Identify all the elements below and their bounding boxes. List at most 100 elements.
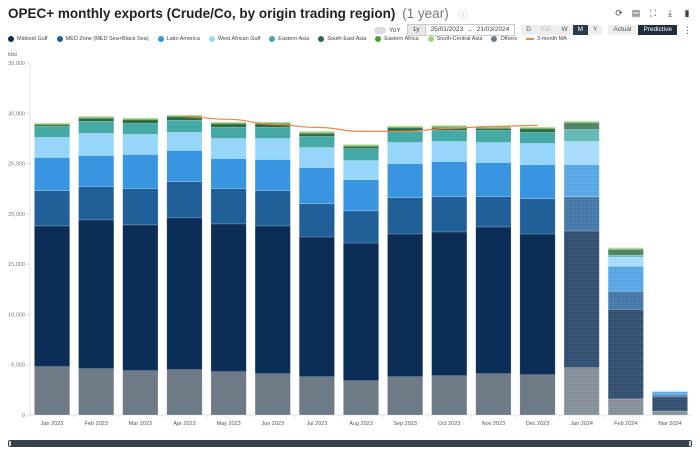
x-tick-label: Feb 2024 [614, 421, 637, 427]
legend-dot-marker [427, 36, 434, 42]
bar-segment-eastern-asia [210, 127, 247, 139]
granularity-m[interactable]: M [572, 25, 589, 35]
scrollbar-left-handle[interactable] [9, 441, 11, 446]
legend-item-south-east-asia[interactable]: South-East Asia [318, 36, 366, 42]
bar-segment-eastern-asia [431, 130, 468, 142]
comment-icon[interactable]: ▤ [631, 7, 641, 18]
bar-segment-south-central-asia [343, 144, 379, 146]
legend-item-eastern-asia[interactable]: Eastern Asia [269, 36, 309, 42]
bar-segment-west-african-gulf [475, 142, 512, 163]
predictive-hatch [608, 309, 644, 399]
bar-segment-others [387, 376, 424, 416]
bar-segment-med-zone-med-sea-black-sea [34, 190, 70, 227]
legend-label: South-Central Asia [436, 36, 483, 42]
bar-segment-med-zone-med-sea-black-sea [166, 181, 203, 219]
granularity-d[interactable]: D [526, 26, 531, 33]
info-icon[interactable]: ⓘ [458, 9, 468, 20]
predictive-hatch [564, 120, 600, 122]
mode-actual[interactable]: Actual [608, 25, 637, 35]
bar-segment-others [298, 376, 335, 416]
bar-segment-med-zone-med-sea-black-sea [475, 196, 512, 228]
period-selector[interactable]: 1y [407, 25, 426, 35]
x-tick-label: Jul 2023 [306, 421, 327, 427]
legend-item-eastern-africa[interactable]: Eastern Africa [375, 36, 419, 42]
date-to-input[interactable]: 21/03/2024 [476, 26, 510, 33]
predictive-hatch [564, 141, 600, 165]
bar-segment-south-central-asia [166, 114, 203, 117]
toggle-switch[interactable] [373, 26, 386, 34]
y-tick-label: 35,000 [8, 61, 25, 67]
y-axis-unit: kbd [8, 52, 17, 58]
x-tick-label: Apr 2023 [173, 421, 195, 427]
predictive-hatch [564, 122, 600, 130]
bar-segment-eastern-asia [343, 148, 379, 161]
refresh-icon[interactable]: ⟳ [615, 7, 623, 18]
bar-segment-med-zone-med-sea-black-sea [298, 203, 335, 238]
granularity-y[interactable]: Y [593, 26, 598, 33]
bar-segment-others [343, 380, 379, 416]
bar-segment-eastern-asia [475, 130, 512, 143]
legend-item-others[interactable]: Others [491, 36, 517, 42]
legend-dot-marker [157, 36, 164, 42]
yoy-toggle[interactable]: YoY [373, 26, 401, 34]
x-tick-label: May 2023 [217, 421, 241, 427]
bar-segment-south-central-asia [78, 116, 115, 118]
legend-label: Others [500, 36, 517, 42]
bar-segment-latin-america [122, 154, 159, 189]
legend-item-south-central-asia[interactable]: South-Central Asia [427, 36, 483, 42]
scrollbar-right-handle[interactable] [689, 441, 691, 446]
date-range[interactable]: 1y 25/01/2023 – 21/03/2024 [406, 24, 516, 36]
granularity-w[interactable]: W [561, 26, 568, 33]
bar-segment-others [431, 375, 468, 416]
x-tick-label: Jan 2024 [570, 421, 593, 427]
bar-segment-others [519, 374, 556, 416]
bar-segment-med-zone-med-sea-black-sea [210, 188, 247, 225]
title-period: (1 year) [402, 6, 449, 21]
fullscreen-icon[interactable]: ⛶ [649, 7, 657, 18]
legend-item-med-zone-med-sea-black-sea[interactable]: MED Zone (MED Sea+Black Sea) [56, 36, 149, 42]
legend-dot-marker [56, 36, 63, 42]
chart-plot: kbd 0 5,000 10,000 15,000 20,000 25,000 30,000 3… [8, 52, 692, 427]
granularity-eia[interactable]: EIA [540, 26, 552, 33]
mode-predictive[interactable]: Predictive [638, 25, 677, 35]
y-tick-label: 15,000 [8, 262, 25, 268]
bar-segment-midexst-gulf [519, 233, 556, 376]
y-tick-label: 30,000 [8, 111, 25, 117]
predictive-hatch [608, 249, 644, 256]
y-tick-label: 0 [22, 413, 25, 419]
predictive-hatch [608, 248, 644, 250]
legend-item-west-african-gulf[interactable]: West African Gulf [208, 36, 260, 42]
legend-item-3-month-ma[interactable]: 3-month MA [525, 36, 567, 42]
range-scrollbar[interactable] [8, 440, 692, 447]
chart-title: OPEC+ monthly exports (Crude/Co, by orig… [8, 6, 467, 21]
x-tick-label: Jan 2023 [41, 421, 64, 427]
legend-label: Midexst Gulf [17, 36, 48, 42]
bar-segment-west-african-gulf [298, 147, 335, 168]
bar-segment-west-african-gulf [210, 138, 247, 159]
bar-segment-south-east-asia [78, 118, 115, 122]
x-tick-label: Oct 2023 [438, 421, 460, 427]
predictive-hatch [652, 396, 688, 411]
bar-segment-west-african-gulf [519, 143, 556, 165]
more-vertical-icon[interactable]: ⋮ [683, 24, 692, 35]
bar-segment-eastern-asia [387, 131, 424, 143]
date-from-input[interactable]: 25/01/2023 [430, 26, 464, 33]
legend-label: South-East Asia [327, 36, 367, 42]
legend-item-midexst-gulf[interactable]: Midexst Gulf [8, 36, 48, 42]
bar-segment-latin-america [254, 159, 291, 191]
bar-segment-midexst-gulf [475, 226, 512, 375]
bar-segment-eastern-asia [34, 126, 70, 138]
predictive-hatch [608, 247, 644, 249]
download-icon[interactable]: ⤓ [668, 7, 672, 18]
predictive-hatch [608, 266, 644, 292]
x-tick-label: Jun 2023 [261, 421, 284, 427]
legend-dot-marker [375, 36, 382, 42]
bar-segment-west-african-gulf [387, 142, 424, 164]
x-tick-label: Sep 2023 [393, 421, 417, 427]
bar-segment-latin-america [387, 163, 424, 199]
granularity-selector: D EIA W M Y [521, 25, 603, 35]
legend-item-latin-america[interactable]: Latin America [157, 36, 200, 42]
bar-segment-latin-america [475, 162, 512, 198]
bookmark-icon[interactable]: ▮ [684, 7, 690, 18]
predictive-hatch [608, 257, 644, 267]
